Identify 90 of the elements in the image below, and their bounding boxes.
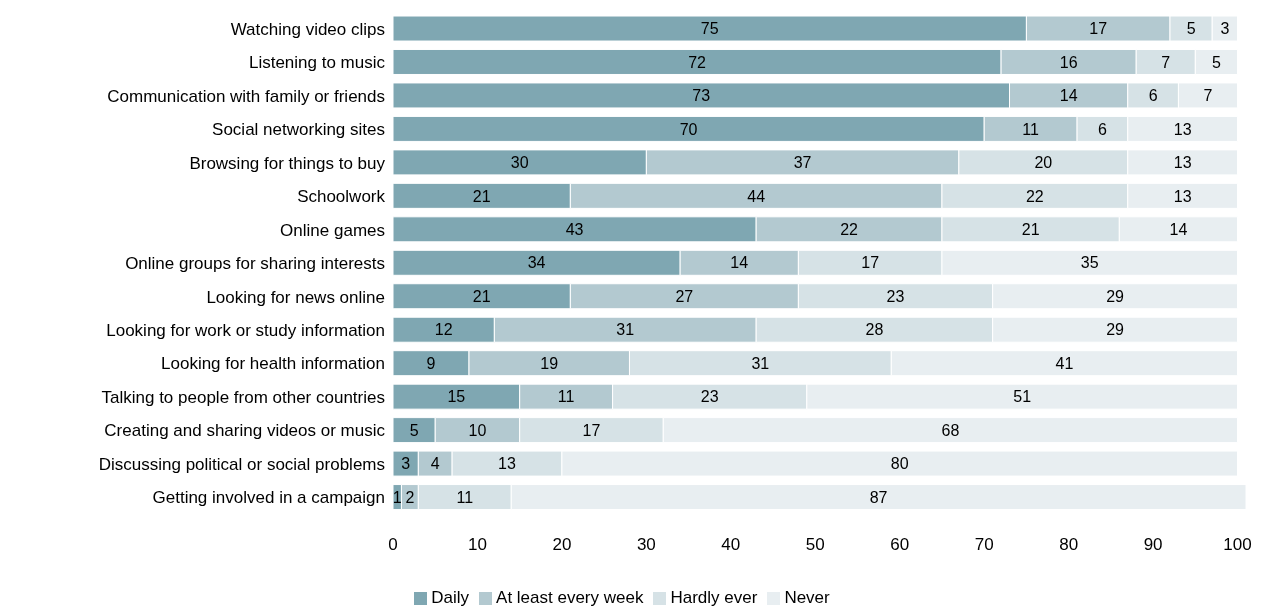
- data-label: 13: [1173, 120, 1192, 138]
- data-label: 12: [434, 321, 453, 339]
- legend-label: At least every week: [496, 588, 644, 607]
- y-tick-label: Discussing political or social problems: [98, 454, 385, 474]
- y-tick-label: Online games: [280, 220, 385, 240]
- y-tick-label: Creating and sharing videos or music: [104, 421, 386, 441]
- data-label: 3: [401, 455, 411, 473]
- data-label: 4: [430, 455, 440, 473]
- data-label: 35: [1080, 254, 1099, 272]
- data-label: 17: [1089, 20, 1108, 38]
- data-label: 23: [886, 287, 905, 305]
- x-tick-label: 80: [1059, 535, 1079, 555]
- data-label: 13: [498, 455, 517, 473]
- x-tick-label: 10: [467, 535, 487, 555]
- y-tick-label: Schoolwork: [297, 187, 386, 207]
- data-label: 6: [1148, 87, 1158, 105]
- y-tick-label: Communication with family or friends: [107, 86, 385, 106]
- y-tick-label: Looking for work or study information: [106, 320, 385, 340]
- x-tick-label: 50: [805, 535, 825, 555]
- data-label: 75: [700, 20, 719, 38]
- data-label: 5: [409, 421, 419, 439]
- data-label: 72: [688, 53, 707, 71]
- data-label: 80: [890, 455, 909, 473]
- data-label: 31: [751, 354, 770, 372]
- data-label: 34: [527, 254, 546, 272]
- data-label: 14: [1059, 87, 1078, 105]
- data-label: 5: [1211, 53, 1221, 71]
- data-label: 9: [426, 354, 436, 372]
- x-tick-label: 30: [636, 535, 656, 555]
- data-label: 15: [447, 388, 466, 406]
- data-label: 87: [869, 488, 888, 506]
- data-label: 7: [1203, 87, 1213, 105]
- data-label: 11: [1022, 120, 1040, 138]
- data-label: 21: [472, 287, 491, 305]
- data-label: 16: [1059, 53, 1078, 71]
- data-label: 23: [700, 388, 719, 406]
- data-label: 21: [472, 187, 491, 205]
- data-label: 1: [392, 488, 402, 506]
- data-label: 3: [1220, 20, 1230, 38]
- data-label: 2: [405, 488, 415, 506]
- x-tick-label: 70: [974, 535, 994, 555]
- legend-label: Daily: [431, 588, 470, 607]
- y-tick-label: Looking for health information: [161, 354, 385, 374]
- data-label: 7: [1161, 53, 1171, 71]
- data-label: 19: [540, 354, 559, 372]
- data-label: 29: [1106, 287, 1125, 305]
- data-label: 11: [456, 488, 474, 506]
- x-tick-label: 90: [1143, 535, 1163, 555]
- data-label: 22: [1025, 187, 1044, 205]
- data-label: 43: [565, 221, 584, 238]
- data-label: 29: [1106, 321, 1125, 339]
- data-label: 37: [793, 154, 812, 172]
- x-tick-label: 100: [1223, 535, 1252, 555]
- data-label: 70: [679, 120, 698, 138]
- x-tick-label: 40: [721, 535, 741, 555]
- data-label: 11: [557, 388, 575, 406]
- data-label: 14: [1169, 221, 1188, 238]
- data-label: 21: [1021, 221, 1040, 238]
- x-tick-label: 20: [552, 535, 572, 555]
- data-label: 20: [1034, 154, 1053, 172]
- data-label: 27: [675, 287, 694, 305]
- data-label: 10: [468, 421, 487, 439]
- x-tick-label: 0: [388, 535, 398, 555]
- data-label: 44: [747, 187, 766, 205]
- y-tick-label: Looking for news online: [206, 287, 385, 307]
- data-label: 31: [616, 321, 635, 339]
- data-label: 14: [730, 254, 749, 272]
- y-tick-label: Watching video clips: [230, 19, 385, 39]
- legend-label: Hardly ever: [670, 588, 758, 607]
- data-label: 41: [1055, 354, 1074, 372]
- data-label: 51: [1013, 388, 1032, 406]
- data-label: 22: [840, 221, 859, 238]
- data-label: 13: [1173, 187, 1192, 205]
- x-tick-label: 60: [890, 535, 910, 555]
- y-tick-label: Talking to people from other countries: [101, 387, 385, 407]
- legend-label: Never: [784, 588, 830, 607]
- y-tick-label: Online groups for sharing interests: [125, 254, 385, 274]
- data-label: 5: [1186, 20, 1196, 38]
- data-label: 68: [941, 421, 960, 439]
- data-label: 17: [861, 254, 880, 272]
- data-label: 6: [1097, 120, 1107, 138]
- y-tick-label: Browsing for things to buy: [189, 153, 386, 173]
- data-label: 28: [865, 321, 884, 339]
- data-label: 13: [1173, 154, 1192, 172]
- y-tick-label: Getting involved in a campaign: [152, 488, 385, 508]
- y-tick-label: Listening to music: [248, 53, 386, 73]
- data-label: 73: [692, 87, 711, 105]
- data-label: 30: [510, 154, 529, 172]
- data-label: 17: [582, 421, 601, 439]
- y-tick-label: Social networking sites: [212, 120, 385, 140]
